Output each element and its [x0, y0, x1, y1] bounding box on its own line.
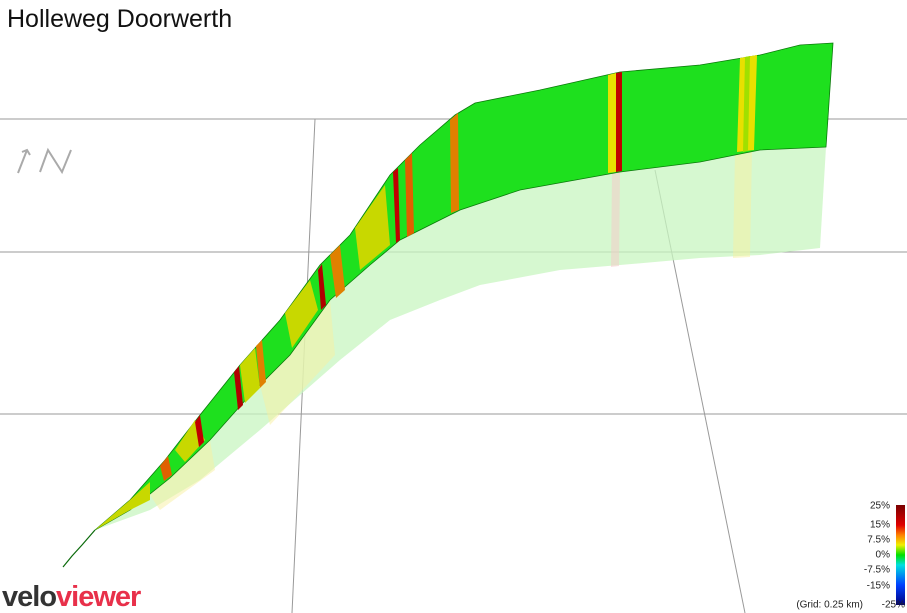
stripe: [260, 300, 335, 425]
stripe: [733, 150, 752, 258]
stripe: [743, 56, 750, 152]
gradient-legend: [896, 505, 905, 605]
profile-top: [94, 42, 834, 531]
stripe: [150, 440, 215, 510]
stripe: [355, 185, 390, 270]
legend-label: 7.5%: [867, 535, 890, 546]
stripe: [285, 280, 318, 348]
legend-label: -15%: [867, 581, 890, 592]
start-line: [62, 529, 96, 568]
stripe: [393, 168, 400, 243]
stripe: [240, 348, 260, 403]
logo-part: velo: [2, 581, 56, 613]
grid-note: (Grid: 0.25 km): [796, 600, 863, 611]
stripe: [195, 415, 204, 447]
stripe: [330, 245, 345, 298]
stripe: [608, 73, 616, 173]
side-stripes: [150, 150, 752, 510]
profile-side: [95, 147, 826, 530]
legend-label: -25%: [882, 600, 905, 611]
stripe: [256, 340, 266, 388]
north-arrow: [17, 147, 72, 175]
legend-label: 25%: [870, 501, 890, 512]
legend-label: 15%: [870, 520, 890, 531]
stripe: [160, 456, 172, 481]
stripe: [234, 366, 243, 410]
stripe: [616, 72, 622, 172]
stripe: [611, 172, 620, 267]
stripe: [318, 264, 326, 310]
logo: veloviewer: [2, 581, 141, 613]
logo-part: viewer: [56, 581, 141, 613]
stripe: [450, 113, 459, 213]
title: Holleweg Doorwerth: [7, 5, 232, 33]
legend-label: 0%: [876, 550, 891, 561]
stripe: [405, 153, 414, 237]
top-stripes: [95, 55, 757, 530]
legend-label: -7.5%: [864, 565, 890, 576]
